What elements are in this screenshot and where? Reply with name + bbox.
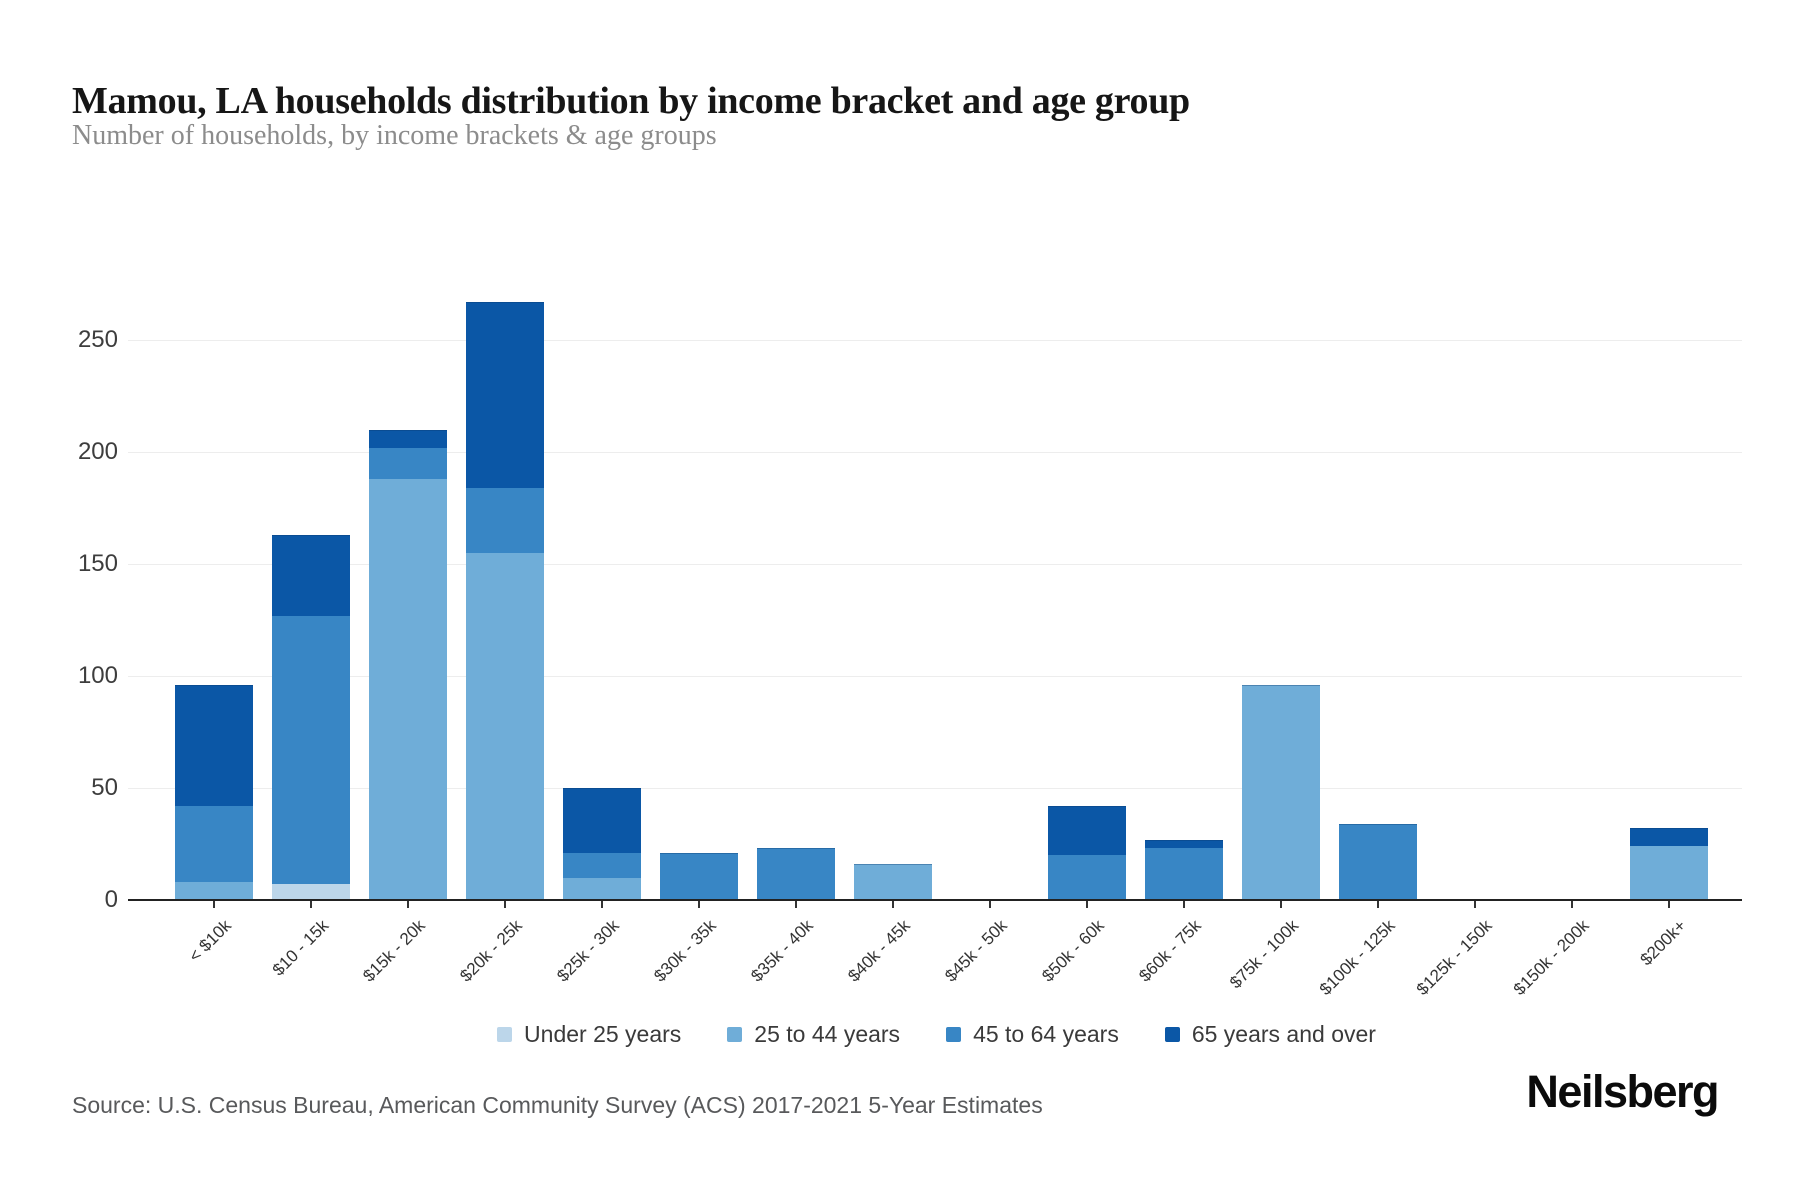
bar-segment-$30k - 35k-45 to 64 years[interactable] (659, 852, 738, 900)
x-axis-label-$15k - 20k: $15k - 20k (359, 916, 429, 986)
x-axis-label-$200k+: $200k+ (1636, 916, 1690, 970)
tick-mark-$50k - 60k (1085, 901, 1088, 908)
bar-segment-$15k - 20k-45 to 64 years[interactable] (368, 447, 447, 479)
gridline-250 (128, 340, 1742, 341)
bar-segment-$20k - 25k-65 years and over[interactable] (465, 301, 544, 488)
gridline-200 (128, 452, 1742, 453)
legend-label: 25 to 44 years (754, 1020, 901, 1047)
bar-segment-< $10k-45 to 64 years[interactable] (174, 805, 253, 883)
y-axis-label-200: 200 (77, 438, 118, 465)
bar-segment-$15k - 20k-65 years and over[interactable] (368, 429, 447, 448)
bar-segment-$15k - 20k-25 to 44 years[interactable] (368, 478, 447, 900)
bar-segment-$50k - 60k-45 to 64 years[interactable] (1047, 855, 1126, 900)
tick-mark-$25k - 30k (600, 901, 603, 908)
x-axis-label-$10 - 15k: $10 - 15k (268, 916, 332, 980)
source-attribution: Source: U.S. Census Bureau, American Com… (72, 1092, 1043, 1118)
legend-swatch-icon (946, 1026, 962, 1042)
bar-segment-$10 - 15k-Under 25 years[interactable] (271, 884, 350, 900)
bar-segment-$40k - 45k-25 to 44 years[interactable] (853, 864, 932, 900)
bar-segment-$50k - 60k-65 years and over[interactable] (1047, 805, 1126, 856)
bar-segment-$25k - 30k-45 to 64 years[interactable] (562, 852, 641, 878)
x-axis-label-$45k - 50k: $45k - 50k (941, 916, 1011, 986)
tick-mark-$75k - 100k (1279, 901, 1282, 908)
tick-mark-$60k - 75k (1182, 901, 1185, 908)
tick-mark-$200k+ (1667, 901, 1670, 908)
tick-mark-$10 - 15k (309, 901, 312, 908)
x-axis-label-$35k - 40k: $35k - 40k (747, 916, 817, 986)
bar-segment-$35k - 40k-45 to 64 years[interactable] (756, 848, 835, 900)
chart-subtitle: Number of households, by income brackets… (72, 120, 717, 151)
y-axis-label-50: 50 (91, 774, 118, 801)
bar-segment-$75k - 100k-25 to 44 years[interactable] (1241, 684, 1320, 900)
x-axis-label-$150k - 200k: $150k - 200k (1509, 916, 1593, 999)
bar-segment-$10 - 15k-45 to 64 years[interactable] (271, 615, 350, 885)
brand-logo: Neilsberg (1526, 1066, 1719, 1117)
y-axis-label-0: 0 (104, 886, 118, 913)
bar-segment-< $10k-65 years and over[interactable] (174, 684, 253, 806)
x-axis-label-$75k - 100k: $75k - 100k (1225, 916, 1302, 993)
x-axis-line (128, 899, 1742, 901)
y-axis-label-150: 150 (77, 550, 118, 577)
bar-segment-$200k+-65 years and over[interactable] (1629, 828, 1708, 847)
x-axis-label-< $10k: < $10k (185, 916, 235, 966)
tick-mark-$20k - 25k (503, 901, 506, 908)
bar-segment-$20k - 25k-45 to 64 years[interactable] (465, 487, 544, 553)
bar-segment-$60k - 75k-65 years and over[interactable] (1144, 839, 1223, 849)
bar-segment-$200k+-25 to 44 years[interactable] (1629, 846, 1708, 900)
legend-item-45 to 64 years[interactable]: 45 to 64 years (946, 1021, 1119, 1048)
x-axis-label-$20k - 25k: $20k - 25k (456, 916, 526, 986)
y-axis-label-100: 100 (77, 662, 118, 689)
legend-item-25 to 44 years[interactable]: 25 to 44 years (727, 1021, 900, 1048)
legend-swatch-icon (497, 1026, 513, 1042)
legend-label: 65 years and over (1191, 1020, 1376, 1047)
legend: Under 25 years 25 to 44 years 45 to 64 yea… (128, 1012, 1745, 1056)
bar-segment-< $10k-25 to 44 years[interactable] (174, 882, 253, 900)
x-axis-label-$100k - 125k: $100k - 125k (1315, 916, 1399, 999)
gridline-100 (128, 676, 1742, 677)
legend-item-65 years and over[interactable]: 65 years and over (1164, 1020, 1376, 1048)
tick-mark-$150k - 200k (1570, 901, 1573, 908)
bar-segment-$25k - 30k-65 years and over[interactable] (562, 788, 641, 853)
bar-segment-$10 - 15k-65 years and over[interactable] (271, 534, 350, 616)
y-axis-label-250: 250 (77, 326, 118, 353)
tick-mark-$100k - 125k (1376, 901, 1379, 908)
legend-swatch-icon (727, 1026, 743, 1042)
bar-segment-$20k - 25k-25 to 44 years[interactable] (465, 552, 544, 900)
tick-mark-$45k - 50k (988, 901, 991, 908)
x-axis-label-$125k - 150k: $125k - 150k (1412, 916, 1496, 999)
x-axis-label-$40k - 45k: $40k - 45k (844, 916, 914, 986)
tick-mark-$35k - 40k (794, 901, 797, 908)
tick-mark-$40k - 45k (891, 901, 894, 908)
tick-mark-< $10k (212, 901, 215, 908)
legend-label: 45 to 64 years (973, 1020, 1119, 1047)
gridline-150 (128, 564, 1742, 565)
x-axis-label-$30k - 35k: $30k - 35k (650, 916, 720, 986)
bar-segment-$25k - 30k-25 to 44 years[interactable] (562, 877, 641, 900)
tick-mark-$15k - 20k (406, 901, 409, 908)
bar-segment-$60k - 75k-45 to 64 years[interactable] (1144, 848, 1223, 900)
chart-title: Mamou, LA households distribution by inc… (72, 80, 1190, 123)
legend-item-Under 25 years[interactable]: Under 25 years (497, 1021, 681, 1048)
legend-swatch-icon (1164, 1026, 1180, 1042)
x-axis-label-$50k - 60k: $50k - 60k (1038, 916, 1108, 986)
gridline-50 (128, 788, 1742, 789)
legend-label: Under 25 years (524, 1020, 682, 1047)
x-axis-label-$25k - 30k: $25k - 30k (553, 916, 623, 986)
x-axis-label-$60k - 75k: $60k - 75k (1135, 916, 1205, 986)
tick-mark-$30k - 35k (697, 901, 700, 908)
tick-mark-$125k - 150k (1473, 901, 1476, 908)
bar-segment-$100k - 125k-45 to 64 years[interactable] (1338, 823, 1417, 900)
